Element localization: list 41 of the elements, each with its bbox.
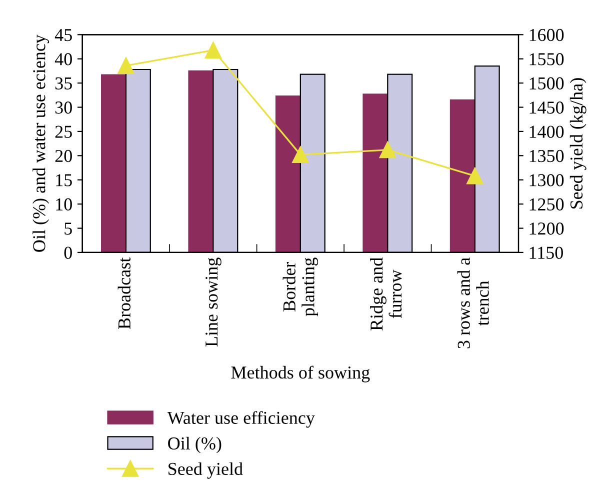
y-tick-label: 30	[55, 102, 72, 114]
y-tick-label: 40	[54, 53, 72, 66]
point	[292, 146, 309, 164]
y2-tick-label: 1250	[530, 198, 564, 210]
x-tick-label: Border planting	[282, 258, 318, 316]
x-tick-label: Line sowing	[206, 258, 222, 347]
y-tick-label: 35	[55, 77, 72, 90]
y2-tick-label: 1300	[530, 174, 564, 186]
y2-tick-label: 1600	[530, 28, 564, 42]
bar	[275, 96, 301, 252]
y-tick-label: 45	[54, 29, 72, 42]
bar	[188, 70, 214, 252]
y-tick-label: 20	[55, 150, 72, 162]
legend-label: Oil (%)	[168, 436, 222, 454]
y-tick-label: 25	[55, 126, 72, 138]
y2-tick-label: 1400	[530, 126, 564, 138]
y2-tick-label: 1350	[530, 150, 564, 162]
point	[118, 57, 134, 74]
y2-tick-label: 1150	[530, 246, 563, 259]
legend-label: Water use efficiency	[167, 411, 315, 428]
point	[379, 142, 396, 158]
y2-tick-label: 1200	[530, 222, 564, 235]
bar	[450, 99, 476, 252]
y-tick-label: 10	[56, 198, 72, 210]
x-tick-label: 3 rows and a trench	[457, 258, 489, 348]
legend-label: Seed yield	[168, 462, 243, 479]
x-axis-title: Methods of sowing	[231, 366, 370, 382]
y-tick-label: 0	[64, 246, 72, 259]
x-tick-label: Ridge and furrow	[370, 258, 402, 331]
y2-tick-label: 1450	[530, 102, 564, 114]
bar	[100, 74, 127, 252]
point	[204, 42, 222, 58]
point	[466, 168, 484, 184]
y2-tick-label: 1550	[530, 53, 564, 66]
y-tick-label: 5	[64, 222, 72, 235]
y-axis-title: Oil (%) and water use eciency	[32, 34, 50, 252]
y-tick-label: 15	[56, 174, 72, 186]
bar	[362, 94, 388, 252]
x-tick-label: Broadcast	[118, 257, 130, 329]
y2-axis-title: Seed yield (kg/ha)	[570, 78, 586, 209]
y2-tick-label: 1500	[530, 77, 564, 90]
